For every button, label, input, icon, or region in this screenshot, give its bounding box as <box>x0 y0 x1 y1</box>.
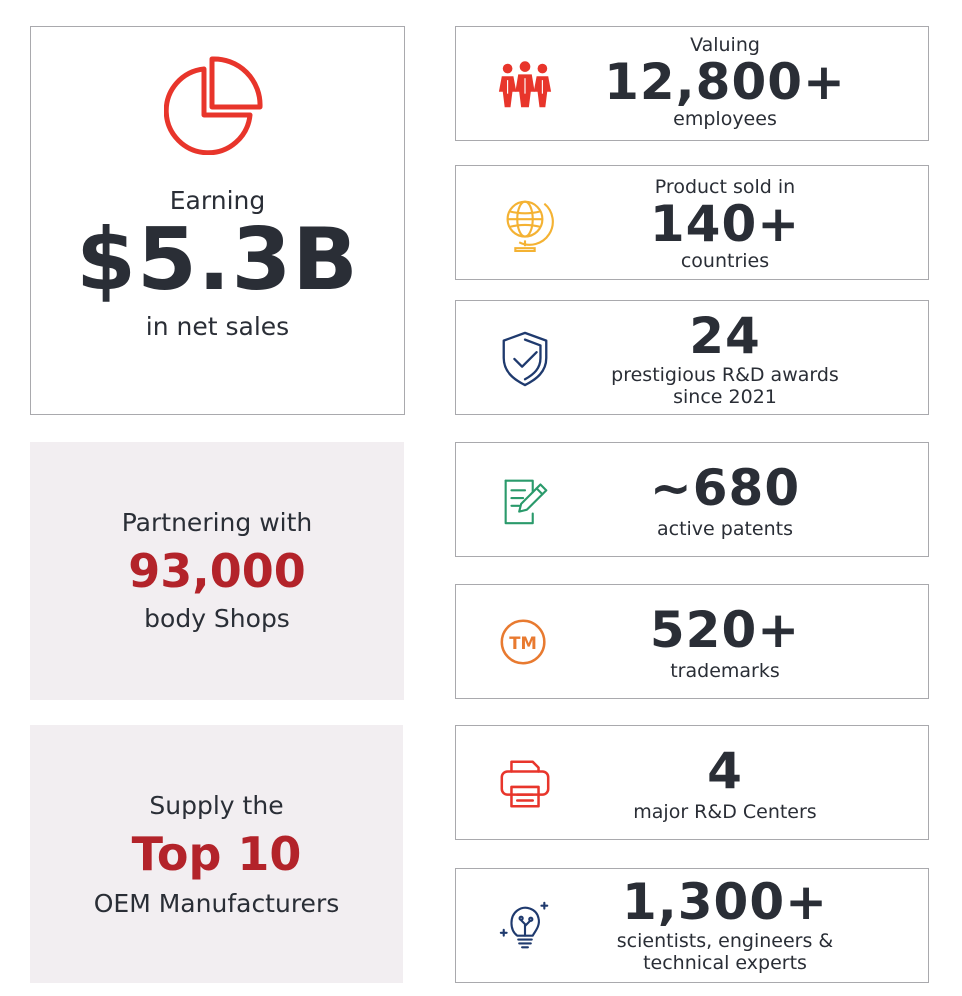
awards-label-line2: since 2021 <box>673 385 777 408</box>
trademark-icon: TM <box>496 613 554 671</box>
pie-chart-icon <box>163 55 264 156</box>
countries-label-bottom: countries <box>680 250 770 272</box>
oem-value: Top 10 <box>131 827 302 881</box>
patents-value: ~680 <box>649 459 801 517</box>
trademarks-label-bottom: trademarks <box>670 660 780 682</box>
trademarks-value: 520+ <box>649 601 801 659</box>
rd-centers-card: 4 major R&D Centers <box>455 725 929 840</box>
awards-card: 24 prestigious R&D awards since 2021 <box>455 300 929 415</box>
oem-label-bottom: OEM Manufacturers <box>93 889 340 918</box>
countries-label-top: Product sold in <box>654 176 796 198</box>
awards-value: 24 <box>689 307 761 365</box>
patents-card: ~680 active patents <box>455 442 929 557</box>
net-sales-label-top: Earning <box>169 186 266 215</box>
net-sales-value: $5.3B <box>76 210 359 310</box>
awards-label-line1: prestigious R&D awards <box>611 364 839 386</box>
body-shops-label-bottom: body Shops <box>144 604 290 633</box>
globe-icon <box>496 194 554 252</box>
shield-check-icon <box>496 329 554 387</box>
printer-icon <box>496 756 554 814</box>
oem-label-top: Supply the <box>149 791 284 820</box>
countries-value: 140+ <box>649 195 801 253</box>
experts-card: 1,300+ scientists, engineers & technical… <box>455 868 929 983</box>
lightbulb-icon <box>496 897 554 955</box>
body-shops-card: Partnering with 93,000 body Shops <box>30 442 404 700</box>
experts-label-line1: scientists, engineers & <box>616 930 834 952</box>
body-shops-label-top: Partnering with <box>121 508 313 537</box>
document-pen-icon <box>496 471 554 529</box>
people-icon <box>496 55 554 113</box>
net-sales-label-bottom: in net sales <box>145 312 290 341</box>
svg-text:TM: TM <box>509 634 537 653</box>
oem-card: Supply the Top 10 OEM Manufacturers <box>30 725 403 983</box>
employees-card: Valuing 12,800+ employees <box>455 26 929 141</box>
experts-value: 1,300+ <box>621 873 829 931</box>
rd-centers-value: 4 <box>707 742 743 800</box>
rd-centers-label-bottom: major R&D Centers <box>633 801 817 823</box>
employees-label-bottom: employees <box>673 108 777 130</box>
net-sales-card: Earning $5.3B in net sales <box>30 26 405 415</box>
experts-label-line2: technical experts <box>643 951 807 974</box>
trademarks-card: TM 520+ trademarks <box>455 584 929 699</box>
employees-value: 12,800+ <box>604 53 846 111</box>
employees-label-top: Valuing <box>690 34 760 56</box>
countries-card: Product sold in 140+ countries <box>455 165 929 280</box>
body-shops-value: 93,000 <box>128 544 306 598</box>
patents-label-bottom: active patents <box>656 518 794 540</box>
